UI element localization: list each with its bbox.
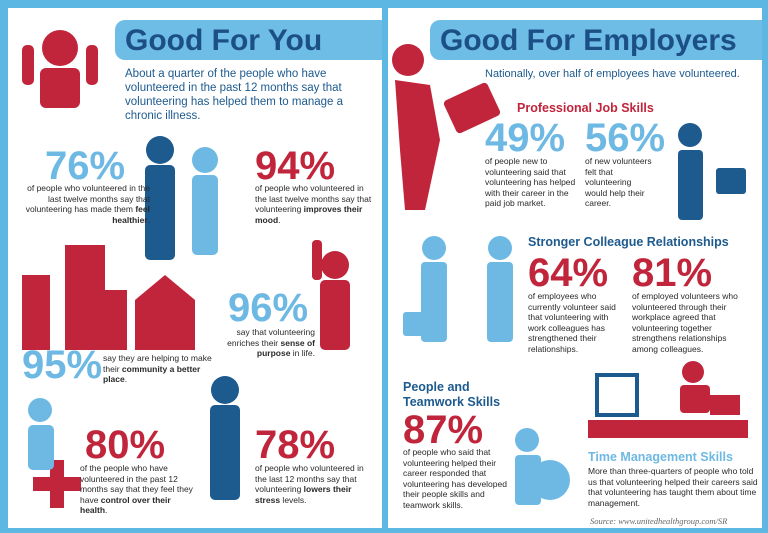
blue-icons <box>145 123 746 500</box>
right-panel <box>388 8 762 528</box>
title: Good For Employers <box>430 20 762 60</box>
stat-value: 81% <box>632 251 713 295</box>
bold: improves their mood <box>255 204 363 225</box>
stat-value: 80% <box>85 423 166 467</box>
stat-desc: of people new to volunteering said that … <box>485 156 576 208</box>
stat-value: 87% <box>403 408 484 452</box>
bold: sense of purpose <box>256 337 315 359</box>
bold: feel healthier <box>112 204 150 225</box>
stat-desc: of employed volunteers who volunteered t… <box>632 291 738 354</box>
stat-value: 64% <box>528 251 609 295</box>
bold: community a better place <box>103 363 201 385</box>
stat-desc: of employees who currently volunteer sai… <box>528 291 616 354</box>
intro: About a quarter of the people who have v… <box>125 68 344 122</box>
stat-value: 94% <box>255 144 336 188</box>
source: Source: www.unitedhealthgroup.com/SR <box>590 516 728 526</box>
text: in life. <box>290 348 315 358</box>
stat-desc: More than three-quarters of people who t… <box>588 466 758 508</box>
stat-value: 49% <box>485 116 566 160</box>
stat-value: 76% <box>45 144 126 188</box>
stat-desc: say they are helping to make their commu… <box>103 353 213 385</box>
light-icons <box>28 147 570 505</box>
text: say they are helping to make their <box>103 353 212 374</box>
text: . <box>278 214 281 225</box>
stat-desc: of people who said that volunteering hel… <box>403 447 507 510</box>
stat-value: 78% <box>255 423 336 467</box>
stat-value: 56% <box>585 116 666 160</box>
stat-desc: of people who volunteered in the last 12… <box>255 463 375 505</box>
heading: Professional Job Skills <box>517 101 654 115</box>
heading: Time Management Skills <box>588 450 733 464</box>
stat-desc: say that volunteering enriches their sen… <box>215 327 315 359</box>
bold: lowers their stress <box>255 484 352 505</box>
text: levels. <box>280 494 307 505</box>
stat-value: 96% <box>228 286 309 330</box>
text: of people who volunteered in the last tw… <box>25 183 150 214</box>
text: . <box>147 214 150 225</box>
text: say that volunteering enriches their <box>227 327 315 348</box>
text: . <box>124 374 128 384</box>
title: Good For You <box>115 20 382 60</box>
text: . <box>105 505 108 515</box>
stat-desc: of people who volunteered in the last tw… <box>255 183 375 225</box>
heading: Stronger Colleague Relationships <box>528 235 729 249</box>
heading: People and Teamwork Skills <box>403 380 501 409</box>
text: of people who volunteered in the last 12… <box>255 463 364 494</box>
stat-value: 95% <box>22 343 103 387</box>
red-icons <box>22 30 748 508</box>
text: of people who volunteered in the last tw… <box>255 183 372 214</box>
stat-desc: of new volunteers felt that volunteering… <box>585 156 652 208</box>
bold: control over their health <box>80 494 171 516</box>
subtitle: Nationally, over half of employees have … <box>485 68 740 80</box>
stat-desc: of the people who have volunteered in th… <box>80 463 200 516</box>
text: of the people who have volunteered in th… <box>80 463 193 505</box>
stat-desc: of people who volunteered in the last tw… <box>20 183 150 225</box>
